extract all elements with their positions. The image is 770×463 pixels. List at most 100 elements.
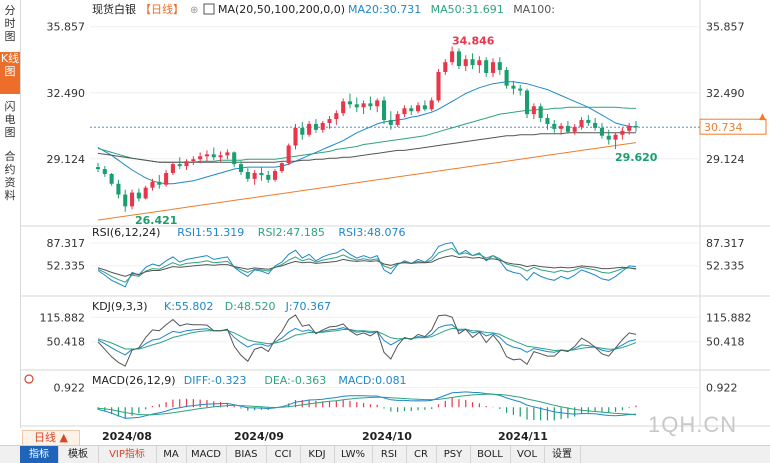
candle-body	[620, 130, 625, 135]
tab-flash[interactable]: 闪电图	[4, 100, 16, 139]
candle-body	[313, 123, 318, 130]
date-label-2: 2024/10	[362, 430, 412, 443]
candle	[279, 162, 284, 173]
rsi-line-rsi2	[97, 247, 637, 283]
candle	[531, 103, 536, 120]
candle-body	[341, 101, 346, 114]
candle-body	[116, 183, 121, 195]
period-selector[interactable]: 日线 ▲	[22, 430, 80, 446]
btn-boll[interactable]: BOLL	[470, 446, 511, 463]
candle	[368, 96, 373, 111]
candle	[354, 97, 359, 113]
btn-vol[interactable]: VOL	[510, 446, 545, 463]
candle-body	[565, 125, 570, 132]
kdj-tick-left-1: 50.418	[47, 336, 86, 349]
last-price-arrow-icon: ▲	[759, 112, 766, 122]
btn-psy[interactable]: PSY	[436, 446, 471, 463]
kline-chart[interactable]: 35.857 35.857 32.490 32.490 29.124 29.124 34.8…	[0, 0, 770, 445]
macd-params: MACD(26,12,9)	[92, 374, 176, 387]
btn-indicator[interactable]: 指标	[20, 446, 59, 463]
macd-tick-right-0: 0.922	[706, 382, 738, 395]
candle	[402, 105, 407, 118]
candle	[477, 56, 482, 73]
candle	[109, 172, 114, 186]
candle-body	[232, 152, 237, 165]
btn-vip-indicator[interactable]: VIP指标	[98, 446, 157, 463]
btn-cci[interactable]: CCI	[266, 446, 301, 463]
candle	[300, 121, 305, 140]
candle-body	[470, 59, 475, 66]
candle	[456, 48, 461, 70]
candle-body	[354, 104, 359, 108]
candle-body	[368, 103, 373, 107]
btn-settings[interactable]: 设置	[544, 446, 581, 463]
btn-lw[interactable]: LW%	[334, 446, 373, 463]
btn-macd[interactable]: MACD	[186, 446, 227, 463]
candle	[518, 84, 523, 96]
btn-bias[interactable]: BIAS	[226, 446, 267, 463]
date-label-3: 2024/11	[498, 430, 548, 443]
left-tabs: 分时图 K线图 闪电图 合约资料	[0, 0, 21, 428]
candle-body	[279, 163, 284, 172]
candle-body	[259, 172, 264, 175]
candle-body	[327, 119, 332, 123]
candle-body	[320, 122, 325, 130]
candle-body	[164, 172, 169, 185]
ma-value-ma100: MA100:	[513, 3, 555, 16]
candle	[490, 58, 496, 77]
candle-body	[450, 51, 455, 63]
candle-body	[579, 120, 584, 127]
candle	[613, 132, 618, 150]
indicator-lines	[97, 242, 637, 421]
candle-body	[593, 122, 598, 128]
btn-rsi[interactable]: RSI	[372, 446, 407, 463]
kdj-value-k: K:55.802	[164, 300, 213, 313]
candle	[633, 121, 639, 132]
ma-value-ma50: MA50:31.691	[431, 3, 504, 16]
candle	[593, 118, 598, 131]
tab-kline[interactable]: K线图	[0, 52, 20, 94]
candle-body	[599, 127, 604, 136]
candle-body	[300, 127, 305, 135]
tab-timeshare[interactable]: 分时图	[4, 4, 16, 43]
rsi-line-rsi1	[97, 242, 637, 288]
candle	[579, 117, 584, 130]
candle-body	[606, 135, 611, 140]
tab-contract-info[interactable]: 合约资料	[4, 150, 16, 202]
candle-body	[436, 71, 441, 101]
candle-body	[524, 90, 530, 115]
period-label: 日线	[34, 431, 57, 444]
rsi-tick-left-1: 52.335	[47, 260, 86, 273]
kdj-tick-left-0: 115.882	[40, 311, 86, 324]
watermark: 1QH.CN	[648, 412, 738, 437]
btn-template[interactable]: 模板	[58, 446, 99, 463]
btn-cr[interactable]: CR	[406, 446, 437, 463]
candle-body	[136, 192, 141, 199]
candle	[375, 98, 380, 113]
candle-body	[463, 59, 468, 67]
candle-body	[204, 154, 210, 157]
candle-body	[252, 172, 257, 179]
candle-body	[238, 164, 244, 172]
candle-body	[225, 152, 230, 156]
moving-averages	[97, 81, 637, 221]
candle	[511, 80, 516, 95]
high-price-label: 34.846	[452, 35, 495, 48]
candle	[470, 53, 475, 70]
candle	[395, 111, 400, 127]
candle-body	[504, 70, 509, 86]
kdj-value-d: D:48.520	[225, 300, 276, 313]
sun-settings-icon	[24, 374, 34, 384]
btn-kdj[interactable]: KDJ	[300, 446, 335, 463]
candle	[218, 151, 223, 163]
candle-body	[422, 105, 427, 110]
candle-body	[286, 145, 291, 164]
candle	[552, 120, 557, 133]
candle-body	[490, 62, 496, 73]
candle-body	[443, 62, 448, 72]
candle	[627, 122, 632, 135]
candle-body	[633, 125, 639, 128]
add-icon: ⊕	[190, 5, 198, 16]
btn-ma[interactable]: MA	[156, 446, 187, 463]
rsi-tick-right-0: 87.317	[706, 237, 745, 250]
